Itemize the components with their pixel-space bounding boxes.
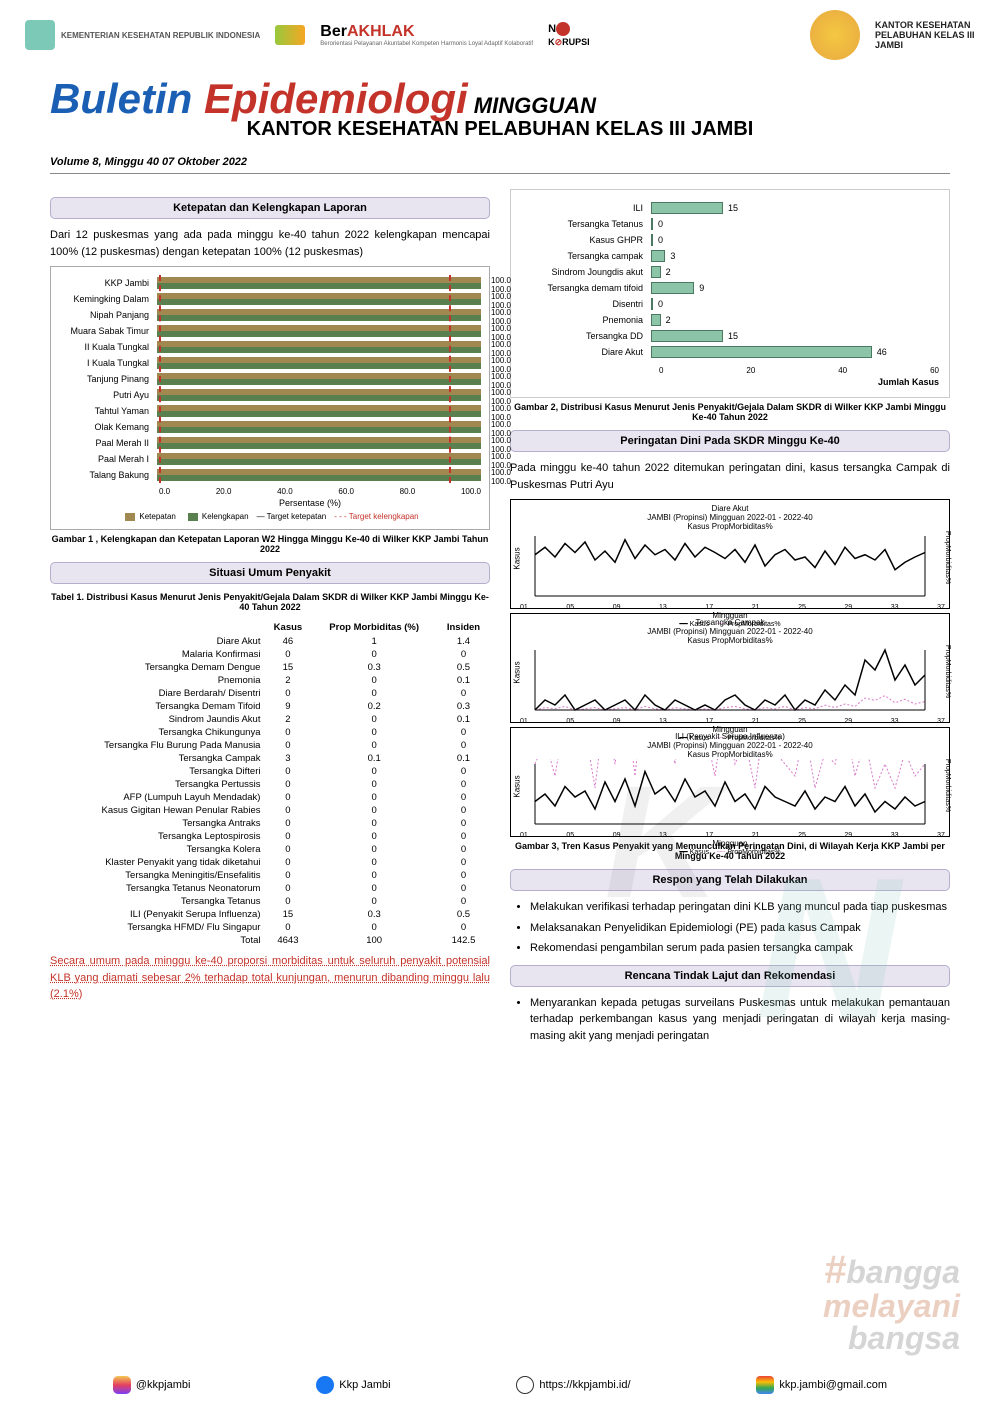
left-column: Ketepatan dan Kelengkapan Laporan Dari 1…	[50, 189, 490, 1050]
berakhlak-logo: BerAKHLAK Berorientasi Pelayanan Akuntab…	[320, 23, 533, 47]
gmail-icon	[756, 1376, 774, 1394]
title-epi: Epidemiologi	[204, 75, 468, 122]
berakhlak-sub: Berorientasi Pelayanan Akuntabel Kompete…	[320, 41, 533, 47]
sec4-header: Respon yang Telah Dilakukan	[510, 869, 950, 891]
separator	[50, 173, 950, 174]
sec1-text: Dari 12 puskesmas yang ada pada minggu k…	[50, 227, 490, 260]
footer-ig: @kkpjambi	[113, 1376, 191, 1394]
title-buletin: Buletin	[50, 75, 204, 122]
sec2-text-after: Secara umum pada minggu ke-40 proporsi m…	[50, 953, 490, 1003]
data-table: KasusProp Morbiditas (%)InsidenDiare Aku…	[50, 620, 490, 947]
chart2-box: ILI15Tersangka Tetanus0Kasus GHPR0Tersan…	[510, 189, 950, 398]
watermark: #bangga melayani bangsa	[823, 1250, 960, 1354]
volume-text: Volume 8, Minggu 40 07 Oktober 2022	[0, 156, 1000, 168]
chart1-box: KKP Jambi100.0100.0Kemingking Dalam100.0…	[50, 266, 490, 530]
footer-web: https://kkpjambi.id/	[516, 1376, 630, 1394]
berakhlak-red: AKHLAK	[347, 23, 415, 40]
footer-fb: Kkp Jambi	[316, 1376, 390, 1394]
sec3-text: Pada minggu ke-40 tahun 2022 ditemukan p…	[510, 460, 950, 493]
title-block: Buletin Epidemiologi MINGGUAN KANTOR KES…	[0, 70, 1000, 151]
line-charts: Diare AkutJAMBI (Propinsi) Mingguan 2022…	[510, 499, 950, 837]
facebook-icon	[316, 1376, 334, 1394]
sec1-header: Ketepatan dan Kelengkapan Laporan	[50, 197, 490, 219]
green-logo-icon	[275, 25, 305, 45]
sec5-list: Menyarankan kepada petugas surveilans Pu…	[530, 995, 950, 1045]
wm-2: melayani	[823, 1288, 960, 1324]
footer: @kkpjambi Kkp Jambi https://kkpjambi.id/…	[0, 1376, 1000, 1394]
sec3-header: Peringatan Dini Pada SKDR Minggu Ke-40	[510, 430, 950, 452]
wm-3: bangsa	[848, 1320, 960, 1356]
kantor-label: KANTOR KESEHATAN PELABUHAN KELAS III JAM…	[875, 20, 975, 50]
table-title: Tabel 1. Distribusi Kasus Menurut Jenis …	[50, 592, 490, 612]
kemenkes-label: KEMENTERIAN KESEHATAN REPUBLIK INDONESIA	[61, 31, 260, 40]
kemenkes-logo: KEMENTERIAN KESEHATAN REPUBLIK INDONESIA	[25, 20, 260, 50]
right-column: ILI15Tersangka Tetanus0Kasus GHPR0Tersan…	[510, 189, 950, 1050]
berakhlak-pre: Ber	[320, 23, 347, 40]
sec2-header: Situasi Umum Penyakit	[50, 562, 490, 584]
ig-text: @kkpjambi	[136, 1379, 191, 1391]
sec4-list: Melakukan verifikasi terhadap peringatan…	[530, 899, 950, 957]
chart2-caption: Gambar 2, Distribusi Kasus Menurut Jenis…	[510, 402, 950, 422]
footer-mail: kkp.jambi@gmail.com	[756, 1376, 887, 1394]
mail-text: kkp.jambi@gmail.com	[779, 1379, 887, 1391]
emblem-icon	[810, 10, 860, 60]
sec5-header: Rencana Tindak Lajut dan Rekomendasi	[510, 965, 950, 987]
title-mingguan: MINGGUAN	[468, 93, 596, 118]
header-bar: KEMENTERIAN KESEHATAN REPUBLIK INDONESIA…	[0, 0, 1000, 70]
fb-text: Kkp Jambi	[339, 1379, 390, 1391]
korupsi-logo: NK⊘RUPSI	[548, 22, 590, 48]
instagram-icon	[113, 1376, 131, 1394]
chart1-caption: Gambar 1 , Kelengkapan dan Ketepatan Lap…	[50, 534, 490, 554]
web-text: https://kkpjambi.id/	[539, 1379, 630, 1391]
wm-1: bangga	[846, 1254, 960, 1290]
globe-icon	[516, 1376, 534, 1394]
